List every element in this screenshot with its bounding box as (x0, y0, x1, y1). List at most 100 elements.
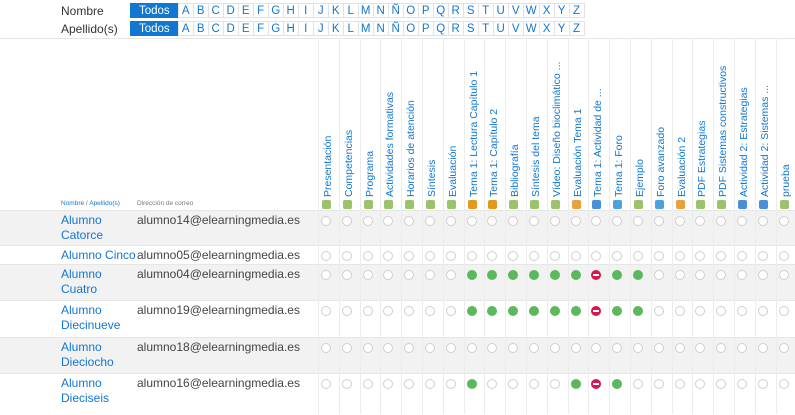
not-completed-icon[interactable] (341, 270, 352, 280)
student-name-link[interactable]: Alumno Diecinueve (61, 303, 121, 332)
not-completed-icon[interactable] (674, 251, 685, 261)
not-completed-icon[interactable] (425, 270, 435, 280)
activity-label[interactable]: Bibliografía (509, 144, 522, 197)
last-name-all-button[interactable]: Todos (130, 21, 179, 36)
not-completed-icon[interactable] (716, 251, 727, 261)
not-completed-icon[interactable] (425, 343, 435, 353)
first-name-letter-14[interactable]: Ñ (387, 3, 404, 18)
not-completed-icon[interactable] (716, 343, 727, 353)
not-completed-icon[interactable] (445, 216, 456, 226)
completed-icon[interactable] (508, 270, 519, 280)
not-completed-icon[interactable] (757, 251, 768, 261)
not-completed-icon[interactable] (653, 216, 664, 226)
not-completed-icon[interactable] (487, 343, 498, 353)
not-completed-icon[interactable] (737, 251, 747, 261)
not-completed-icon[interactable] (716, 270, 727, 280)
first-name-letter-10[interactable]: K (327, 3, 344, 18)
not-completed-icon[interactable] (404, 216, 415, 226)
first-name-letter-17[interactable]: Q (432, 3, 449, 18)
last-name-letter-9[interactable]: J (312, 21, 329, 36)
last-name-letter-7[interactable]: H (282, 21, 299, 36)
last-name-letter-3[interactable]: D (222, 21, 239, 36)
completed-icon[interactable] (549, 306, 560, 316)
not-completed-icon[interactable] (695, 216, 706, 226)
not-completed-icon[interactable] (529, 343, 539, 353)
not-completed-icon[interactable] (466, 216, 477, 226)
not-completed-icon[interactable] (341, 216, 352, 226)
not-completed-icon[interactable] (404, 306, 415, 316)
not-completed-icon[interactable] (362, 343, 373, 353)
activity-label[interactable]: Tema 1: Actividad de ... (592, 88, 605, 197)
not-completed-icon[interactable] (383, 270, 394, 280)
not-completed-icon[interactable] (445, 379, 456, 389)
not-completed-icon[interactable] (737, 306, 747, 316)
not-completed-icon[interactable] (653, 343, 664, 353)
first-name-letter-1[interactable]: B (192, 3, 209, 18)
not-completed-icon[interactable] (425, 216, 435, 226)
not-completed-icon[interactable] (653, 251, 664, 261)
not-completed-icon[interactable] (757, 379, 768, 389)
not-completed-icon[interactable] (778, 343, 789, 353)
not-completed-icon[interactable] (445, 343, 456, 353)
not-completed-icon[interactable] (362, 251, 373, 261)
activity-label[interactable]: Síntesis del tema (530, 116, 542, 197)
not-completed-icon[interactable] (529, 216, 539, 226)
first-name-letter-21[interactable]: U (492, 3, 509, 18)
not-completed-icon[interactable] (341, 251, 352, 261)
activity-label[interactable]: Tema 1: Capítulo 2 (488, 108, 501, 197)
not-completed-icon[interactable] (445, 251, 456, 261)
first-name-letter-25[interactable]: Y (553, 3, 570, 18)
last-name-letter-24[interactable]: X (538, 21, 555, 36)
not-completed-icon[interactable] (778, 251, 789, 261)
not-completed-icon[interactable] (549, 216, 560, 226)
not-completed-icon[interactable] (341, 306, 352, 316)
last-name-letter-14[interactable]: Ñ (387, 21, 404, 36)
last-name-letter-15[interactable]: O (402, 21, 419, 36)
sort-by-last-name[interactable]: Apellido(s) (89, 200, 120, 207)
activity-label[interactable]: Evaluación 2 (675, 136, 688, 197)
student-name-link[interactable]: Alumno Dieciocho (61, 340, 114, 369)
first-name-letter-11[interactable]: L (342, 3, 359, 18)
not-completed-icon[interactable] (425, 306, 435, 316)
last-name-letter-6[interactable]: G (267, 21, 284, 36)
activity-label[interactable]: Síntesis (426, 159, 438, 197)
not-completed-icon[interactable] (341, 379, 352, 389)
not-completed-icon[interactable] (591, 251, 602, 261)
not-completed-icon[interactable] (487, 251, 498, 261)
last-name-letter-1[interactable]: B (192, 21, 209, 36)
last-name-letter-8[interactable]: I (297, 21, 314, 36)
completed-icon[interactable] (466, 306, 477, 316)
failed-icon[interactable] (591, 270, 602, 280)
not-completed-icon[interactable] (383, 251, 394, 261)
first-name-letter-12[interactable]: M (357, 3, 374, 18)
not-completed-icon[interactable] (653, 306, 664, 316)
not-completed-icon[interactable] (383, 216, 394, 226)
not-completed-icon[interactable] (404, 251, 415, 261)
first-name-letter-9[interactable]: J (312, 3, 329, 18)
first-name-letter-2[interactable]: C (207, 3, 224, 18)
not-completed-icon[interactable] (633, 251, 643, 261)
not-completed-icon[interactable] (591, 216, 602, 226)
not-completed-icon[interactable] (674, 216, 685, 226)
completed-icon[interactable] (487, 306, 498, 316)
not-completed-icon[interactable] (612, 251, 623, 261)
first-name-all-button[interactable]: Todos (130, 3, 179, 18)
first-name-letter-13[interactable]: N (372, 3, 389, 18)
last-name-letter-19[interactable]: S (462, 21, 479, 36)
not-completed-icon[interactable] (404, 270, 415, 280)
not-completed-icon[interactable] (633, 379, 643, 389)
first-name-letter-26[interactable]: Z (568, 3, 585, 18)
last-name-letter-0[interactable]: A (177, 21, 194, 36)
last-name-letter-4[interactable]: E (237, 21, 254, 36)
sort-by-first-name[interactable]: Nombre (61, 200, 85, 207)
not-completed-icon[interactable] (695, 270, 706, 280)
not-completed-icon[interactable] (404, 343, 415, 353)
last-name-letter-17[interactable]: Q (432, 21, 449, 36)
completed-icon[interactable] (570, 306, 581, 316)
activity-label[interactable]: Ejemplo (634, 159, 646, 197)
not-completed-icon[interactable] (716, 379, 727, 389)
not-completed-icon[interactable] (466, 251, 477, 261)
not-completed-icon[interactable] (757, 270, 768, 280)
first-name-letter-0[interactable]: A (177, 3, 194, 18)
not-completed-icon[interactable] (445, 306, 456, 316)
